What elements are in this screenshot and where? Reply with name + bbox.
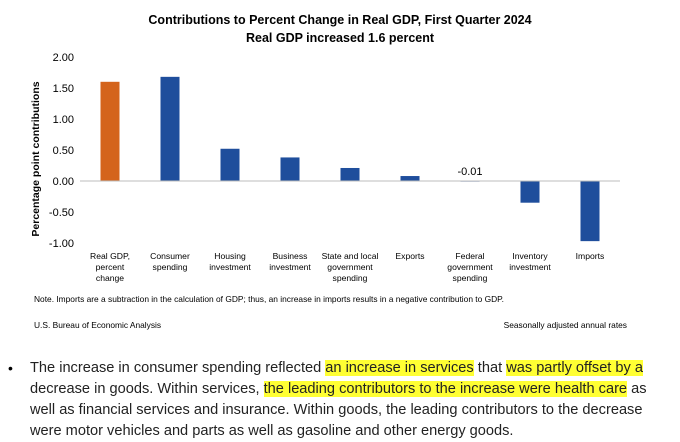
x-category-label: Federal government spending: [447, 251, 493, 283]
bars: [100, 76, 600, 242]
y-tick-label: -1.00: [49, 238, 74, 250]
data-label: -0.01: [457, 166, 482, 178]
bar: [160, 76, 180, 181]
paragraph-text: that: [473, 360, 507, 376]
y-tick-label: 2.00: [53, 52, 74, 64]
bar: [400, 176, 420, 181]
bullet-marker: •: [8, 360, 13, 376]
paragraph-text: The increase in consumer spending reflec…: [30, 360, 326, 376]
paragraph-text: as well as financial services and insura…: [30, 381, 647, 439]
chart-subtitle: Real GDP increased 1.6 percent: [246, 31, 435, 45]
y-axis-label: Percentage point contributions: [30, 81, 42, 236]
highlighted-text: an increase in services: [325, 360, 474, 376]
gdp-contributions-chart: Contributions to Percent Change in Real …: [30, 13, 627, 330]
source-label: U.S. Bureau of Economic Analysis: [34, 320, 161, 330]
x-category-label: Exports: [395, 251, 424, 261]
bar: [280, 157, 300, 181]
x-category-label: Inventory investment: [509, 251, 551, 272]
highlighted-text: the leading contributors to the increase…: [263, 381, 628, 397]
x-category-label: State and local government spending: [322, 251, 379, 283]
bar: [340, 167, 360, 181]
summary-bullet: • The increase in consumer spending refl…: [8, 358, 668, 442]
chart-note: Note. Imports are a subtraction in the c…: [34, 294, 504, 304]
x-axis-categories: Real GDP, percent change Consumer spending Ho…: [90, 251, 604, 283]
y-tick-label: 1.50: [53, 83, 74, 95]
paragraph-text: decrease in goods. Within services,: [30, 381, 264, 397]
y-tick-label: 0.50: [53, 145, 74, 157]
data-labels: -0.01: [457, 166, 482, 178]
x-category-label: Real GDP, percent change: [90, 251, 130, 283]
x-category-label: Business investment: [269, 251, 311, 272]
x-category-label: Imports: [576, 251, 605, 261]
bar: [580, 181, 600, 242]
rates-label: Seasonally adjusted annual rates: [504, 320, 627, 330]
y-tick-label: 0.00: [53, 176, 74, 188]
x-category-label: Housing investment: [209, 251, 251, 272]
y-tick-label: 1.00: [53, 114, 74, 126]
summary-paragraph: The increase in consumer spending reflec…: [30, 358, 668, 442]
highlighted-text: was partly offset by a: [506, 360, 644, 376]
x-category-label: Consumer spending: [150, 251, 190, 272]
y-tick-label: -0.50: [49, 207, 74, 219]
chart-title: Contributions to Percent Change in Real …: [148, 13, 531, 27]
y-axis-ticks: 2.00 1.50 1.00 0.50 0.00 -0.50 -1.00: [49, 52, 74, 250]
bar: [100, 81, 120, 181]
bar: [520, 181, 540, 203]
bar: [220, 148, 240, 181]
